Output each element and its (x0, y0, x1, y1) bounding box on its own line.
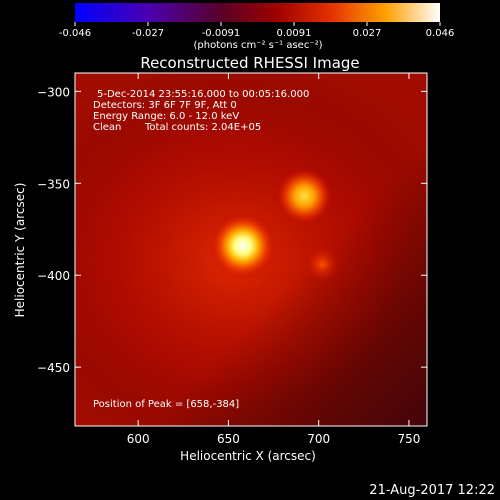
colorbar-tick-label: 0.046 (426, 28, 455, 39)
x-ticks: 600 650 700 750 (127, 73, 420, 446)
colorbar-tick-label: -0.046 (59, 28, 91, 39)
colorbar-unit-label: (photons cm⁻² s⁻¹ asec⁻²) (193, 40, 322, 51)
x-axis-label: Heliocentric X (arcsec) (180, 449, 316, 463)
sources-layer (209, 167, 342, 284)
annotation-counts: Total counts: 2.04E+05 (144, 122, 261, 133)
plot-frame (74, 72, 428, 427)
x-tick-label: 650 (217, 432, 240, 446)
source-blob (275, 167, 334, 225)
annotation-peak-position: Position of Peak = [658,-384] (93, 399, 239, 410)
colorbar-tick-label: 0.027 (353, 28, 382, 39)
source-blob (209, 212, 277, 280)
y-tick-label: −300 (37, 85, 70, 99)
heatmap-image (75, 73, 427, 426)
colorbar-tick-label: -0.027 (132, 28, 164, 39)
chart-title: Reconstructed RHESSI Image (140, 54, 359, 72)
y-tick-label: −450 (37, 361, 70, 375)
colorbar-tick-label: -0.0091 (202, 28, 241, 39)
y-ticks: −300 −350 −400 −450 (37, 85, 427, 375)
annotation-detectors: Detectors: 3F 6F 7F 9F, Att 0 (93, 100, 237, 111)
x-tick-label: 750 (397, 432, 420, 446)
x-tick-label: 600 (127, 432, 150, 446)
y-tick-label: −350 (37, 177, 70, 191)
colorbar-ticks: -0.046 -0.027 -0.0091 0.0091 0.027 0.046 (59, 22, 454, 39)
x-tick-label: 700 (307, 432, 330, 446)
colorbar-tick-label: 0.0091 (277, 28, 312, 39)
annotation-time-range: 5-Dec-2014 23:55:16.000 to 00:05:16.000 (97, 89, 309, 100)
colorbar (75, 3, 440, 22)
y-tick-label: −400 (37, 269, 70, 283)
annotation-clean: Clean (93, 122, 121, 133)
y-axis-label: Heliocentric Y (arcsec) (13, 183, 27, 318)
timestamp: 21-Aug-2017 12:22 (369, 483, 495, 498)
annotation-energy: Energy Range: 6.0 - 12.0 keV (93, 111, 239, 122)
source-blob (303, 245, 342, 284)
